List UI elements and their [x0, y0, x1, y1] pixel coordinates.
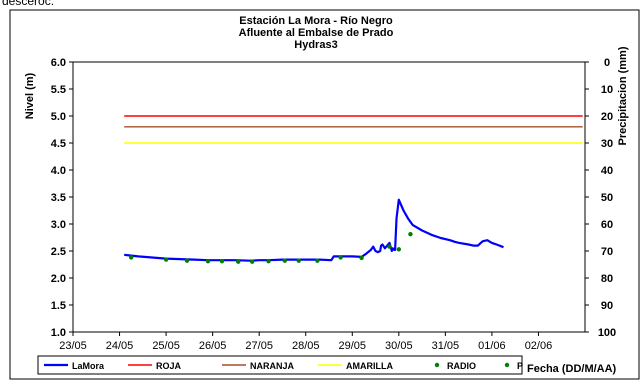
y2-tick-label: 30 — [601, 138, 613, 150]
series-radio-point — [296, 258, 301, 263]
y-tick-label: 4.5 — [51, 138, 66, 150]
x-tick-label: 30/05 — [385, 340, 413, 352]
series-radio-point — [387, 244, 392, 249]
legend-p-swatch — [504, 362, 510, 368]
legend-radio-swatch — [434, 362, 440, 368]
x-axis-label: Fecha (DD/M/AA) — [527, 363, 617, 375]
series-radio-point — [359, 255, 364, 261]
x-tick-label: 27/05 — [245, 340, 273, 352]
series-radio-point — [338, 255, 343, 260]
series-radio-point — [128, 255, 134, 260]
y2-tick-label: 20 — [601, 111, 613, 123]
y-tick-label: 5.5 — [51, 84, 66, 96]
series-radio-point — [315, 258, 320, 263]
x-tick-label: 01/06 — [478, 340, 506, 352]
series-radio-point — [396, 247, 402, 252]
series-radio-point — [236, 259, 241, 264]
series-radio-point — [184, 258, 190, 263]
y2-tick-label: 40 — [601, 165, 613, 177]
y2-tick-label: 60 — [601, 219, 613, 231]
x-tick-label: 26/05 — [199, 340, 227, 352]
series-layer — [124, 115, 583, 264]
y-tick-label: 1.0 — [51, 327, 66, 339]
y2-axis-label: Precipitacion (mm) — [617, 46, 629, 145]
legend-roja-label: ROJA — [156, 361, 182, 371]
series-radio-point — [250, 259, 255, 264]
y-tick-label: 3.0 — [51, 219, 66, 231]
series-lamora-line — [124, 198, 504, 262]
legend-box — [37, 355, 523, 375]
y2-tick-label: 0 — [604, 57, 610, 69]
chart-title-line-1: Estación La Mora - Río Negro — [239, 15, 393, 27]
series-radio-point — [282, 258, 287, 263]
x-tick-label: 29/05 — [339, 340, 367, 352]
y2-tick-label: 50 — [601, 192, 613, 204]
series-radio-point — [408, 231, 413, 237]
x-tick-label: 31/05 — [432, 340, 460, 352]
y2-tick-label: 70 — [601, 246, 613, 258]
series-radio-point — [205, 258, 211, 264]
x-tick-label: 28/05 — [292, 340, 320, 352]
x-tick-label: 02/06 — [525, 340, 553, 352]
chart-title-line-3: Hydras3 — [294, 39, 337, 51]
legend: LaMora ROJA NARANJA AMARILLA RADIO P — [37, 355, 523, 375]
y-tick-label: 2.5 — [51, 246, 66, 258]
series-radio-point — [163, 257, 169, 262]
series-radio-point — [266, 258, 271, 264]
legend-p-label: P — [517, 361, 523, 371]
series-radio-point — [219, 258, 225, 264]
x-tick-label: 25/05 — [152, 340, 180, 352]
y-tick-label: 1.5 — [51, 300, 66, 312]
y-tick-label: 2.0 — [51, 273, 66, 285]
x-tick-label: 24/05 — [106, 340, 134, 352]
y-tick-label: 5.0 — [51, 111, 66, 123]
y-tick-label: 4.0 — [51, 165, 66, 177]
y-axis-label: Nivel (m) — [24, 72, 36, 119]
x-tick-label: 23/05 — [59, 340, 87, 352]
legend-amarilla-label: AMARILLA — [346, 361, 393, 371]
y-tick-label: 6.0 — [51, 57, 66, 69]
axes-layer: 1.0 1.5 2.0 2.5 3.0 3.5 4.0 4.5 5.0 5.5 6.0 0 10 20 30… — [51, 57, 616, 352]
y2-tick-label: 100 — [598, 327, 616, 339]
legend-lamora-label: LaMora — [72, 361, 105, 371]
legend-naranja-label: NARANJA — [250, 361, 295, 371]
y-tick-label: 3.5 — [51, 192, 66, 204]
plot-area — [72, 61, 586, 333]
y2-tick-label: 90 — [601, 300, 613, 312]
top-text-fragment: desceroc. — [2, 0, 54, 8]
y2-tick-label: 80 — [601, 273, 613, 285]
legend-radio-label: RADIO — [447, 361, 476, 371]
chart-title-line-2: Afluente al Embalse de Prado — [239, 27, 394, 39]
y2-tick-label: 10 — [601, 84, 613, 96]
